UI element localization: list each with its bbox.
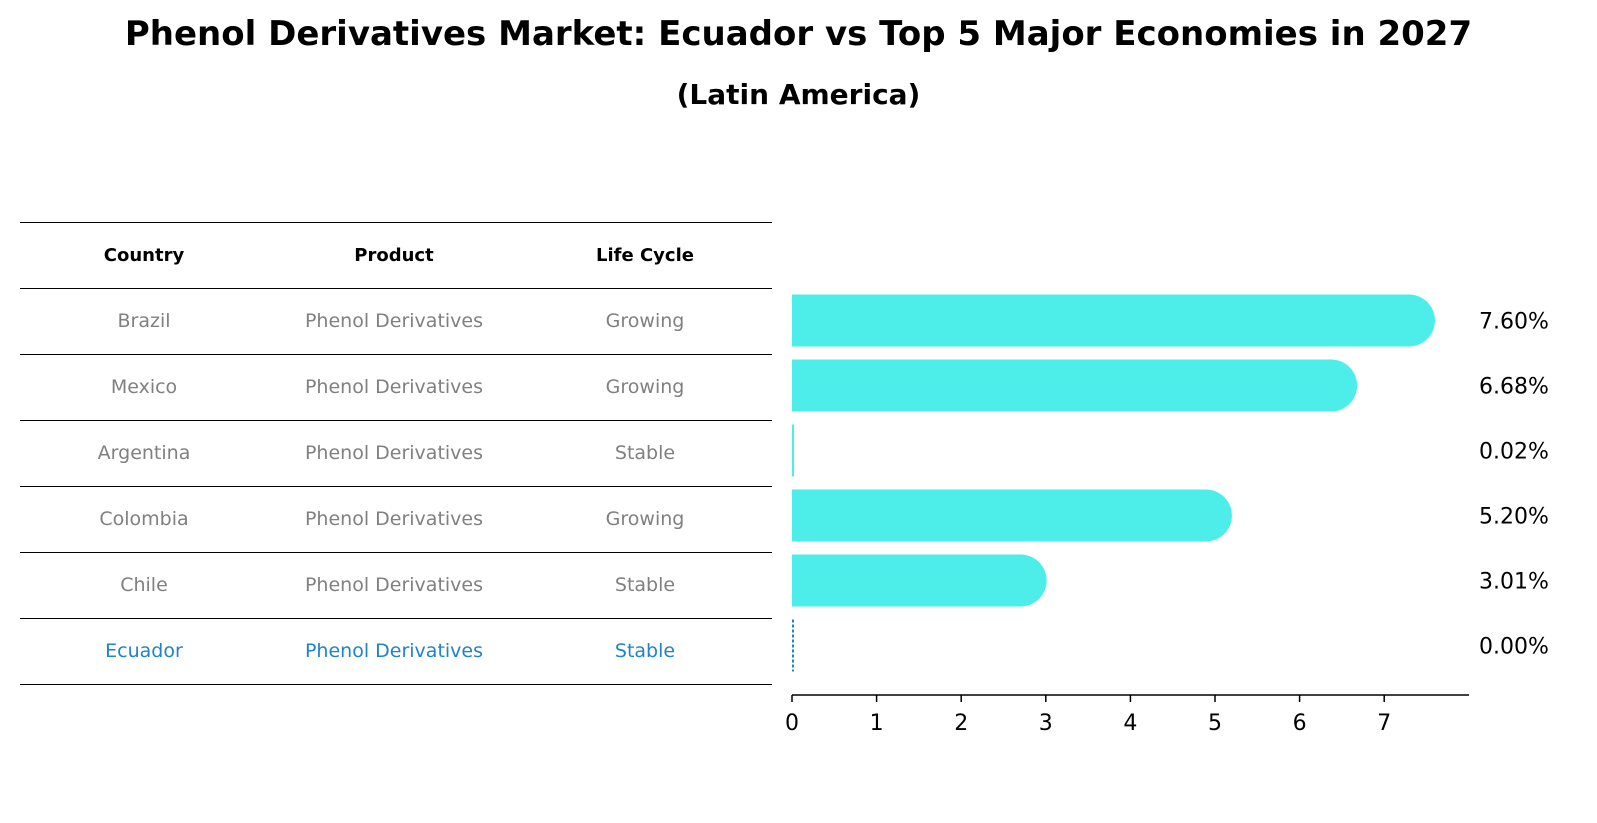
cell-product: Phenol Derivatives [304,640,484,662]
cell-country: Ecuador [105,640,183,662]
bar-value-label: 5.20% [1479,505,1549,530]
cell-life-cycle: Stable [614,442,676,464]
header-life-cycle: Life Cycle [596,245,694,266]
cell-product: Phenol Derivatives [304,310,484,332]
bar-brazil [792,294,1435,347]
cell-country: Argentina [97,442,191,464]
table-row: Brazil Phenol Derivatives Growing [20,288,772,354]
table-row: Mexico Phenol Derivatives Growing [20,354,772,420]
cell-product: Phenol Derivatives [304,442,484,464]
x-tick-label: 7 [1377,711,1391,736]
bar-value-label: 6.68% [1479,375,1549,400]
cell-product: Phenol Derivatives [304,376,484,398]
table-header-row: Country Product Life Cycle [20,222,772,288]
x-tick-label: 6 [1293,711,1307,736]
table-row: Colombia Phenol Derivatives Growing [20,486,772,552]
bar-value-label: 0.00% [1479,635,1549,660]
table-row: Argentina Phenol Derivatives Stable [20,420,772,486]
bar-argentina [792,424,794,477]
x-tick-label: 0 [785,711,799,736]
data-table: Country Product Life Cycle Brazil Phenol… [20,222,772,685]
cell-life-cycle: Growing [605,508,685,530]
table-row: Chile Phenol Derivatives Stable [20,552,772,618]
x-tick-label: 1 [870,711,884,736]
x-tick-label: 2 [954,711,968,736]
cell-country: Mexico [110,376,178,398]
cell-life-cycle: Stable [614,640,676,662]
header-product: Product [354,245,434,266]
cell-product: Phenol Derivatives [304,508,484,530]
chart-title: Phenol Derivatives Market: Ecuador vs To… [124,14,1473,54]
bar-mexico [792,359,1358,412]
cell-country: Colombia [99,508,189,530]
bar-value-label: 3.01% [1479,570,1549,595]
x-tick-label: 4 [1123,711,1137,736]
cell-country: Chile [120,574,168,596]
cell-life-cycle: Growing [605,376,685,398]
x-tick-label: 3 [1039,711,1053,736]
x-tick-label: 5 [1208,711,1222,736]
bar-colombia [792,489,1232,542]
cell-country: Brazil [117,310,171,332]
chart-subtitle: (Latin America) [676,78,921,111]
cell-product: Phenol Derivatives [304,574,484,596]
cell-life-cycle: Growing [605,310,685,332]
bar-value-label: 7.60% [1479,310,1549,335]
cell-life-cycle: Stable [614,574,676,596]
bar-value-label: 0.02% [1479,440,1549,465]
table-row-highlight: Ecuador Phenol Derivatives Stable [20,618,772,685]
bar-chile [792,554,1047,607]
header-country: Country [103,245,185,266]
